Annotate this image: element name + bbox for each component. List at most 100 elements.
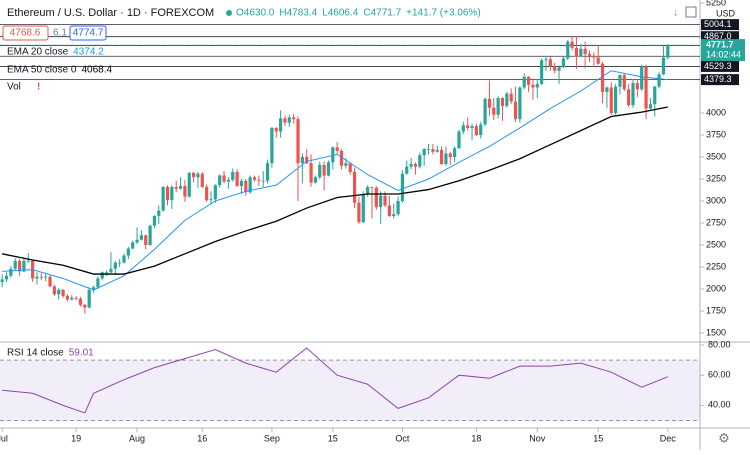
- sell-button[interactable]: [2, 25, 49, 41]
- candle-body: [487, 98, 492, 108]
- candle-body: [318, 164, 322, 178]
- candle-body: [135, 239, 139, 243]
- x-tick-label: 19: [71, 433, 81, 443]
- ohlc-value: +141.7 (+3.06%): [406, 8, 481, 19]
- candle-body: [248, 177, 252, 193]
- countdown: 14:02:44: [706, 49, 741, 59]
- candle-body: [374, 187, 378, 208]
- candle-body: [509, 93, 513, 102]
- candle-body: [239, 180, 244, 187]
- x-tick-label: Dec: [660, 433, 677, 443]
- candle-body: [361, 193, 365, 223]
- candle-body: [644, 66, 648, 109]
- candle-body: [148, 225, 152, 246]
- candle-body: [235, 171, 239, 187]
- fullscreen-button[interactable]: [685, 6, 697, 18]
- price-level-label: 4867.0: [704, 31, 732, 41]
- candle-body: [535, 83, 539, 88]
- candle-body: [17, 260, 22, 272]
- candle-body: [596, 57, 600, 64]
- candle-body: [387, 205, 391, 216]
- y-tick-label: 2250: [706, 261, 726, 271]
- buy-price[interactable]: 4774.7: [73, 28, 104, 39]
- y-tick-label: 5250: [706, 0, 726, 7]
- plot: [0, 2, 704, 432]
- ohlc-value: L4606.4: [322, 8, 359, 19]
- rsi-tick-label: 80.00: [708, 339, 731, 349]
- buy-button[interactable]: [69, 25, 107, 41]
- settings-button[interactable]: ⚙: [718, 430, 730, 445]
- rsi-tick-label: 60.00: [708, 370, 731, 380]
- candle-body: [300, 157, 304, 164]
- candle-body: [113, 262, 117, 269]
- y-tick-label: 3750: [706, 129, 726, 139]
- ema-line: [2, 70, 668, 291]
- candle-body: [157, 210, 161, 216]
- indicator-value: 59.01: [69, 348, 94, 359]
- candle-body: [653, 86, 657, 105]
- rsi-band: [0, 360, 700, 421]
- candle-body: [453, 148, 457, 158]
- candle-body: [4, 275, 9, 280]
- candle-body: [178, 186, 183, 189]
- y-tick-label: 3500: [706, 151, 726, 161]
- candle-body: [657, 74, 661, 87]
- candle-body: [370, 186, 374, 188]
- candle-body: [570, 41, 574, 48]
- x-tick-label: Nov: [529, 433, 546, 443]
- candle-body: [400, 173, 405, 202]
- candle-body: [122, 255, 126, 263]
- candle-body: [139, 235, 143, 240]
- candle-body: [500, 98, 505, 106]
- indicator-name: RSI 14 close: [7, 348, 64, 359]
- candle-body: [9, 268, 13, 276]
- candle-body: [270, 127, 274, 164]
- candle-body: [579, 48, 583, 57]
- legend: Ethereum / U.S. Dollar · 1D · FOREXCOM 4…: [2, 6, 736, 445]
- candle-body: [587, 54, 592, 56]
- candle-body: [118, 262, 122, 264]
- candle-body: [426, 149, 431, 150]
- candle-body: [131, 242, 135, 249]
- candle-body: [83, 304, 87, 308]
- download-button[interactable]: ↓: [673, 8, 678, 19]
- candle-body: [431, 149, 435, 152]
- candle-body: [344, 163, 348, 166]
- candle-body: [622, 75, 626, 90]
- candle-body: [104, 272, 109, 274]
- sell-price[interactable]: 4768.6: [10, 28, 41, 39]
- candle-body: [78, 298, 83, 305]
- x-tick-label: Jul: [0, 433, 8, 443]
- price-level-tag: [701, 31, 739, 43]
- candle-body: [213, 185, 217, 200]
- rsi-tick-label: 40.00: [708, 400, 731, 410]
- price-level-label: 4529.3: [704, 61, 732, 71]
- candle-body: [666, 45, 670, 58]
- candle-body: [483, 98, 487, 125]
- candle-body: [600, 63, 605, 92]
- x-tick-label: 16: [197, 433, 207, 443]
- candle-body: [461, 125, 465, 132]
- x-tick-label: Aug: [129, 433, 145, 443]
- candle-body: [661, 57, 666, 75]
- candle-body: [274, 127, 278, 132]
- candle-body: [261, 180, 265, 182]
- candle-body: [61, 289, 65, 297]
- warning-icon[interactable]: !: [37, 82, 40, 93]
- candle-body: [422, 149, 426, 156]
- indicator-name: EMA 20 close: [7, 47, 69, 58]
- candle-body: [70, 297, 74, 300]
- candle-body: [561, 58, 565, 68]
- y-tick-label: 2500: [706, 239, 726, 249]
- candle-body: [609, 87, 613, 114]
- candle-body: [279, 118, 283, 132]
- currency[interactable]: USD: [716, 8, 736, 18]
- x-tick-label: 18: [471, 433, 481, 443]
- candle-body: [526, 76, 531, 85]
- candle-body: [100, 272, 104, 279]
- candle-body: [379, 195, 383, 208]
- candle-body: [513, 101, 518, 120]
- candle-body: [505, 93, 509, 106]
- x-tick-label: 15: [328, 433, 338, 443]
- candle-body: [466, 125, 470, 128]
